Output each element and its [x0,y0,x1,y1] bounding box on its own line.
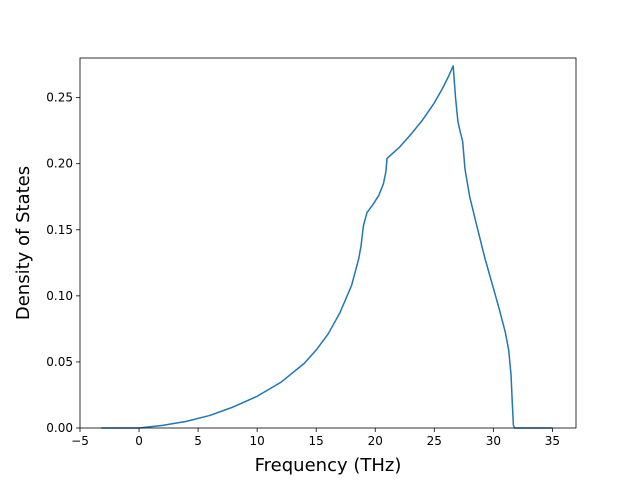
x-axis-ticks: −5 0 5 10 15 20 25 30 35 [71,428,560,448]
x-axis-label: Frequency (THz) [255,455,402,476]
y-tick-label: 0.25 [46,91,73,105]
x-tick-label: 15 [309,434,324,448]
x-tick-label: 30 [486,434,501,448]
x-tick-label: 10 [250,434,265,448]
x-tick-label: 25 [427,434,442,448]
x-tick-label: 0 [135,434,143,448]
y-axis-ticks: 0.00 0.05 0.10 0.15 0.20 0.25 [46,91,80,435]
plot-frame [79,57,577,429]
x-tick-label: 5 [194,434,202,448]
y-tick-label: 0.10 [46,289,73,303]
x-tick-label: 35 [545,434,560,448]
y-tick-label: 0.00 [46,421,73,435]
y-tick-label: 0.15 [46,223,73,237]
y-tick-label: 0.05 [46,355,73,369]
y-tick-label: 0.20 [46,157,73,171]
x-tick-label: 20 [368,434,383,448]
x-tick-label: −5 [71,434,89,448]
dos-series-line [101,65,553,429]
y-axis-label: Density of States [13,166,34,320]
